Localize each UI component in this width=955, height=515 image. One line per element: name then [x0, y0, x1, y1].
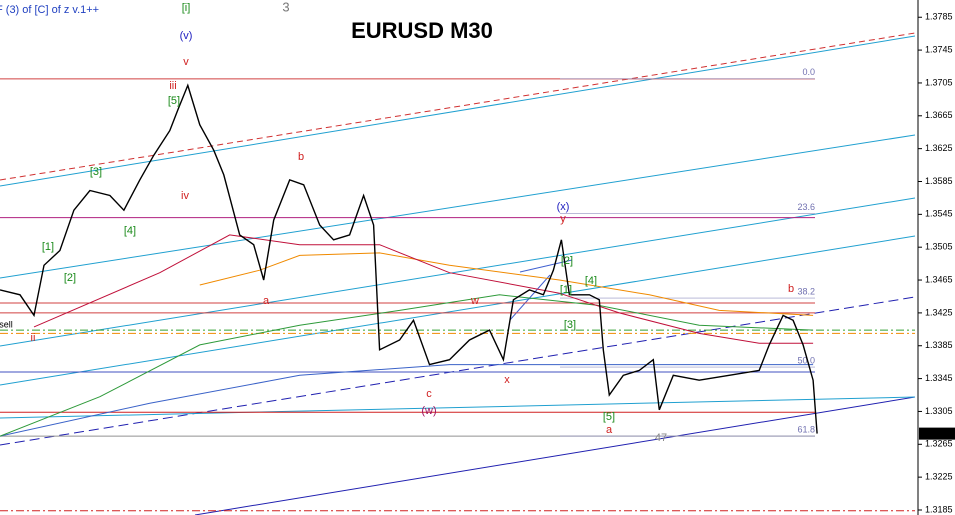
y-tick-label: 1.3385 — [925, 340, 953, 350]
wave-label: [3] — [564, 319, 576, 331]
wave-label: b — [788, 283, 794, 295]
wave-label: (v) — [180, 30, 193, 42]
wave-label: (w) — [421, 405, 436, 417]
wave-label: c — [426, 388, 432, 400]
channel-lines — [0, 32, 916, 515]
channel-line — [0, 197, 916, 347]
wave-label: v — [183, 56, 189, 68]
wave-label: [5] — [603, 411, 615, 423]
wave-label: [1] — [42, 241, 54, 253]
header-mark: 3 — [282, 0, 289, 14]
wave-label: (x) — [557, 201, 570, 213]
current-price-label: 1.3278 — [924, 428, 952, 438]
chart-title: EURUSD M30 — [351, 18, 493, 43]
channel-line — [0, 32, 916, 181]
y-tick-label: 1.3305 — [925, 406, 953, 416]
y-tick-label: 1.3465 — [925, 274, 953, 284]
y-tick-label: 1.3185 — [925, 504, 953, 514]
wave-label: [4] — [585, 275, 597, 287]
wave-label: [2] — [561, 255, 573, 267]
wave-label: [1] — [560, 284, 572, 296]
channel-line — [0, 35, 916, 187]
channel-line — [0, 235, 916, 386]
current-price-box — [919, 427, 955, 440]
wave-label: [4] — [124, 225, 136, 237]
fib-label: 38.2 — [797, 286, 815, 296]
y-tick-label: 1.3785 — [925, 12, 953, 22]
moving-average — [0, 364, 814, 437]
fib-label: 61.8 — [797, 424, 815, 434]
wave-label: x — [504, 374, 510, 386]
fib-label: 0.0 — [802, 67, 815, 77]
wave-label: ii — [31, 332, 36, 344]
channel-line — [0, 296, 916, 446]
channel-line — [194, 396, 916, 515]
moving-average — [33, 234, 814, 344]
wave-label: a — [606, 424, 613, 436]
y-tick-label: 1.3225 — [925, 472, 953, 482]
y-tick-label: 1.3265 — [925, 439, 953, 449]
y-tick-label: 1.3545 — [925, 209, 953, 219]
wave-label: sell — [0, 319, 13, 329]
wave-label: y — [560, 213, 566, 225]
y-tick-label: 1.3665 — [925, 110, 953, 120]
y-tick-label: 1.3345 — [925, 373, 953, 383]
wave-label: iv — [181, 190, 189, 202]
wave-label: w — [470, 295, 479, 307]
channel-line — [0, 134, 916, 279]
y-tick-label: 1.3505 — [925, 242, 953, 252]
fib-label: 50.0 — [797, 355, 815, 365]
wave-label: b — [298, 151, 304, 163]
y-tick-label: 1.3705 — [925, 77, 953, 87]
header-mark: [i] — [182, 2, 191, 14]
wave-label: [5] — [168, 95, 180, 107]
y-tick-label: 1.3745 — [925, 44, 953, 54]
y-tick-label: 1.3585 — [925, 176, 953, 186]
y-tick-label: 1.3625 — [925, 143, 953, 153]
moving-average — [0, 294, 814, 437]
header-text: F (3) of [C] of z v.1++ — [0, 4, 99, 16]
channel-line — [0, 396, 916, 419]
price-line — [0, 83, 818, 434]
wave-label: a — [263, 295, 270, 307]
fib-label: 23.6 — [797, 202, 815, 212]
moving-average — [199, 252, 814, 316]
y-tick-label: 1.3425 — [925, 307, 953, 317]
wave-label: [3] — [90, 166, 102, 178]
wave-label: 47 — [655, 432, 667, 444]
wave-label: iii — [169, 80, 176, 92]
triangle-line — [519, 259, 573, 273]
wave-label: [2] — [64, 272, 76, 284]
